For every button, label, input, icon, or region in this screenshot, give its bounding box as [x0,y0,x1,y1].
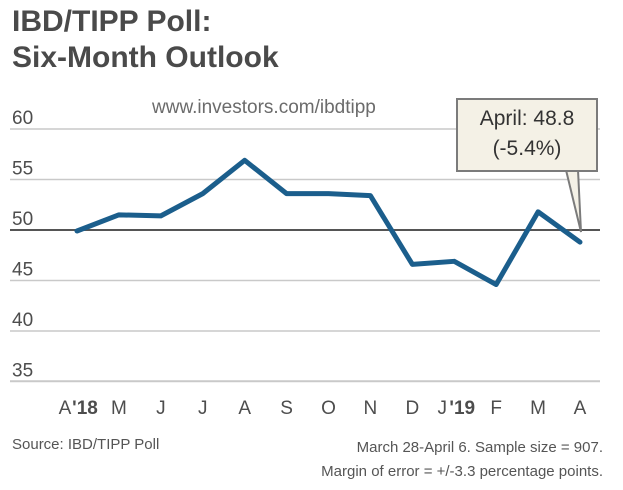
y-axis-tick-labels: 60 55 50 45 40 35 [12,108,33,382]
y-tick-label: 50 [12,209,33,230]
x-tick-label: S [280,398,293,419]
x-tick-label: A [574,398,587,419]
callout-change: (-5.4%) [492,137,562,160]
source-note: Source: IBD/TIPP Poll [12,436,160,453]
sample-note: March 28-April 6. Sample size = 907. Mar… [321,436,603,484]
x-tick-label: '19 [449,398,475,419]
y-tick-label: 55 [12,159,33,180]
sample-size-note: March 28-April 6. Sample size = 907. [356,439,603,456]
y-tick-label: 45 [12,260,33,281]
y-tick-label: 35 [12,361,33,382]
x-tick-label: '18 [72,398,98,419]
x-tick-label: O [321,398,336,419]
chart-title-line2: Six-Month Outlook [12,41,279,74]
x-tick-label: F [490,398,502,419]
x-tick-label: J [156,398,166,419]
series-group [74,157,583,288]
margin-of-error-note: Margin of error = +/-3.3 percentage poin… [321,463,603,480]
callout-value: April: 48.8 [479,107,575,130]
gridlines [10,128,600,383]
y-tick-label: 60 [12,108,33,129]
x-tick-label: M [111,398,127,419]
chart-title-line1: IBD/TIPP Poll: [12,5,212,38]
x-tick-label: M [530,398,546,419]
y-tick-label: 40 [12,310,33,331]
chart-title: IBD/TIPP Poll: Six-Month Outlook [12,4,279,76]
x-axis-tick-labels: A '18 M J J A S O N D J '19 F M A [59,398,587,419]
x-tick-label: J [198,398,208,419]
x-tick-label: A [59,398,72,419]
x-tick-label: N [364,398,378,419]
x-tick-label: J [438,398,448,419]
watermark-url: www.investors.com/ibdtipp [151,97,376,118]
callout-box: April: 48.8 (-5.4%) [456,98,598,172]
callout-pointer [565,169,582,233]
x-tick-label: A [238,398,251,419]
x-tick-label: D [405,398,419,419]
